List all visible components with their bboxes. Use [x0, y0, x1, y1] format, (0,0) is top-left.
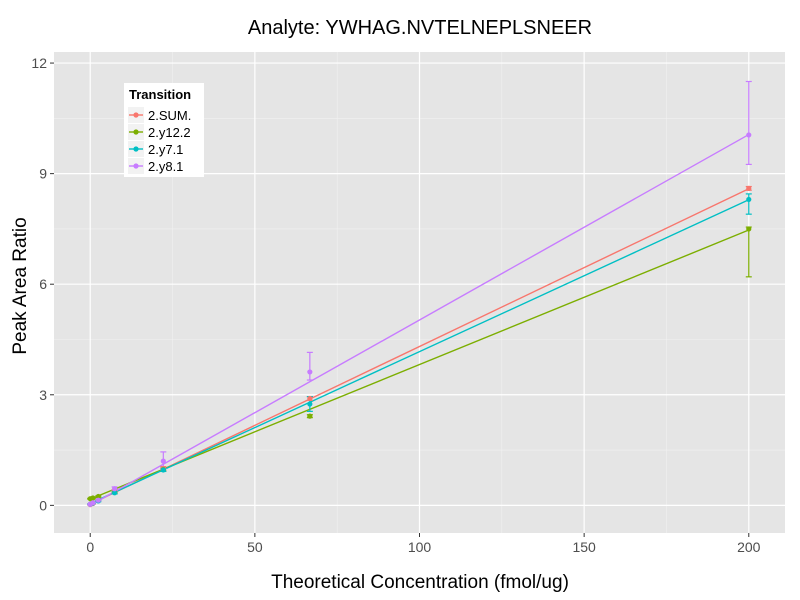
legend-key-point: [133, 129, 139, 135]
data-point: [307, 413, 313, 419]
legend-entry-label: 2.y7.1: [148, 142, 183, 157]
data-points: [87, 132, 752, 508]
x-axis-title: Theoretical Concentration (fmol/ug): [271, 572, 569, 593]
legend-key-point: [133, 163, 139, 169]
x-axis-ticks: 0 50 100 150 200: [86, 533, 761, 555]
fit-line: [89, 229, 750, 500]
y-tick-label: 0: [39, 497, 47, 513]
fit-lines: [89, 133, 750, 506]
legend-entry-label: 2.y12.2: [148, 125, 191, 140]
data-point: [112, 490, 118, 496]
data-point: [307, 401, 313, 407]
data-point: [90, 500, 96, 506]
data-point: [307, 369, 313, 375]
x-tick-label: 150: [572, 539, 596, 555]
x-tick-label: 100: [408, 539, 432, 555]
data-point: [160, 467, 166, 473]
legend-key-point: [133, 112, 139, 118]
y-tick-label: 9: [39, 166, 47, 182]
fit-line: [89, 199, 750, 505]
major-gridlines: [54, 52, 785, 533]
y-tick-label: 3: [39, 387, 47, 403]
y-tick-label: 6: [39, 276, 47, 292]
y-axis-ticks: 0 3 6 9 12: [31, 55, 54, 513]
x-tick-label: 50: [247, 539, 263, 555]
legend-key-point: [133, 146, 139, 152]
data-point: [746, 196, 752, 203]
data-point: [746, 132, 752, 138]
data-point: [746, 226, 752, 232]
y-axis-title: Peak Area Ratio: [10, 217, 31, 354]
data-point: [112, 486, 118, 492]
fit-line: [89, 133, 750, 506]
fit-line: [89, 188, 750, 505]
x-tick-label: 200: [737, 539, 761, 555]
x-tick-label: 0: [86, 539, 94, 555]
legend-entry-label: 2.y8.1: [148, 159, 183, 174]
legend-title: Transition: [129, 87, 191, 102]
data-point: [160, 458, 166, 464]
data-point: [95, 497, 101, 503]
data-point: [746, 185, 752, 191]
chart-title: Analyte: YWHAG.NVTELNEPLSNEER: [248, 17, 592, 39]
legend-entry-label: 2.SUM.: [148, 108, 191, 123]
y-tick-label: 12: [31, 55, 47, 71]
data-point: [95, 493, 101, 500]
data-point: [307, 395, 313, 402]
data-point: [90, 495, 96, 501]
legend: Transition 2.SUM. 2.y12.2 2.y7.1 2.y8.1: [124, 83, 204, 177]
